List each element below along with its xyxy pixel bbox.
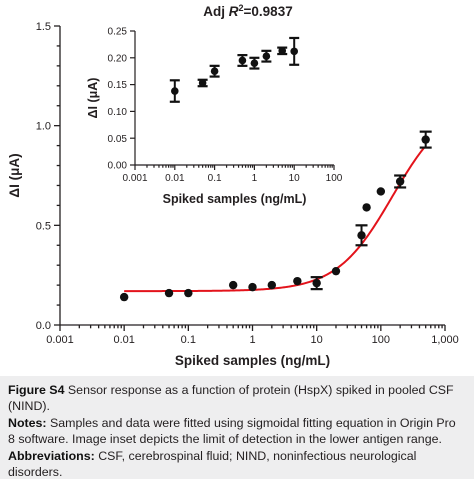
figure-chart: 0.001 0.01 0.1 1 10 100 1,0000.00.51.01.5Spike… <box>7 3 459 368</box>
figure-text: Sensor response as a function of protein… <box>8 383 454 414</box>
inset-plot: Adj R2=0.9837 0.001 0.01 0.1 1 10 100 0.00 0.05… <box>86 3 343 206</box>
y-tick-label: 0.05 <box>108 134 128 145</box>
data-point <box>331 266 341 276</box>
x-tick-label: 100 <box>372 334 390 346</box>
x-axis-label: Spiked samples (ng/mL) <box>175 353 330 368</box>
data-point <box>164 288 174 298</box>
x-tick-label: 10 <box>289 173 301 184</box>
data-point <box>421 135 430 144</box>
caption-notes-line: Notes: Samples and data were fitted usin… <box>8 415 466 448</box>
x-tick-label: 0.001 <box>46 334 74 346</box>
inset-title: Adj R2=0.9837 <box>203 3 292 19</box>
data-point <box>312 278 321 288</box>
y-tick-label: 0.10 <box>108 107 128 118</box>
figure-caption: Figure S4 Sensor response as a function … <box>0 376 474 479</box>
data-point <box>238 56 247 65</box>
y-tick-label: 1.5 <box>36 21 51 33</box>
abbreviations-text: CSF, cerebrospinal fluid; NIND, noninfec… <box>8 448 417 480</box>
x-tick-label: 1 <box>252 173 258 184</box>
main-plot: 0.001 0.01 0.1 1 10 100 1,0000.00.51.01.5Spike… <box>7 21 459 368</box>
y-tick-label: 0.00 <box>108 161 128 172</box>
figure-label: Figure S4 <box>8 383 65 397</box>
y-tick-label: 0.20 <box>108 53 128 64</box>
x-tick-label: 0.1 <box>208 173 222 184</box>
data-point <box>184 288 193 298</box>
data-point <box>267 280 277 290</box>
data-point <box>198 79 207 87</box>
y-tick-label: 0.15 <box>108 80 128 91</box>
data-point <box>250 59 259 67</box>
x-tick-label: 10 <box>311 334 323 346</box>
data-point <box>290 47 299 56</box>
x-tick-label: 1,000 <box>431 334 459 346</box>
data-point <box>293 276 302 286</box>
y-axis-label: ΔI (μA) <box>7 153 22 197</box>
data-point <box>210 67 219 75</box>
x-tick-label: 100 <box>326 173 343 184</box>
data-point <box>395 177 405 186</box>
data-point <box>376 187 386 196</box>
data-point <box>228 280 238 290</box>
y-tick-label: 1.0 <box>36 121 51 133</box>
caption-figure-line: Figure S4 Sensor response as a function … <box>8 382 466 415</box>
notes-label: Notes: <box>8 415 47 430</box>
data-point <box>278 47 287 55</box>
x-tick-label: 1 <box>249 334 255 346</box>
x-tick-label: 0.01 <box>113 334 134 346</box>
abbreviations-label: Abbreviations: <box>8 448 95 463</box>
data-point <box>262 52 271 60</box>
data-point <box>248 282 257 292</box>
y-axis-label: ΔI (μA) <box>86 78 100 119</box>
x-tick-label: 0.1 <box>181 334 196 346</box>
x-tick-label: 0.01 <box>165 173 185 184</box>
x-axis-label: Spiked samples (ng/mL) <box>163 192 307 206</box>
notes-text: Samples and data were fitted using sigmo… <box>8 415 456 447</box>
data-point <box>362 203 371 212</box>
y-tick-label: 0.25 <box>108 27 128 38</box>
y-tick-label: 0.5 <box>36 220 51 232</box>
data-point <box>119 292 129 302</box>
caption-abbreviations-line: Abbreviations: CSF, cerebrospinal fluid;… <box>8 448 466 480</box>
y-tick-label: 0.0 <box>36 320 51 332</box>
data-point <box>171 87 179 95</box>
fit-curve <box>124 146 426 293</box>
x-tick-label: 0.001 <box>122 173 147 184</box>
data-point <box>357 231 366 240</box>
